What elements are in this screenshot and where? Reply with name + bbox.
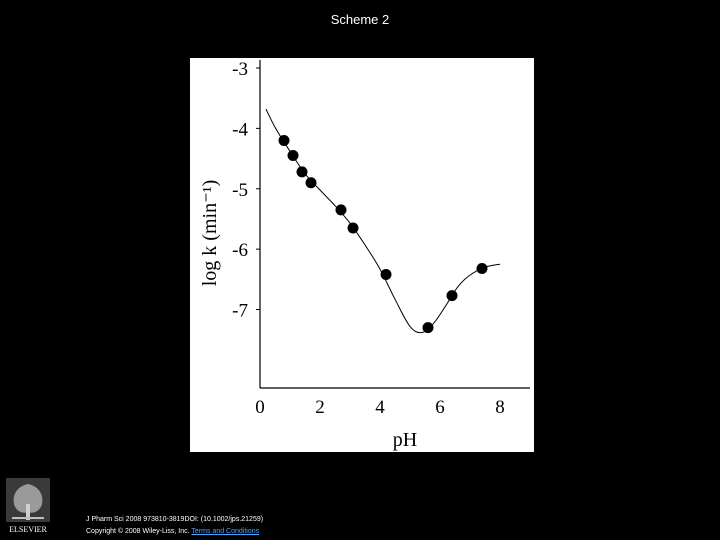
x-axis-label: pH [393, 429, 417, 451]
chart-axes [259, 60, 530, 389]
data-point [305, 177, 317, 189]
copyright-line: Copyright © 2008 Wiley-Liss, Inc. Terms … [86, 526, 263, 538]
citation-line: J Pharm Sci 2008 973810-3819DOI: (10.100… [86, 516, 264, 523]
y-tick-label: -5 [232, 180, 248, 201]
data-point [296, 166, 308, 178]
data-point [446, 290, 458, 302]
x-tick-labels: 0 2 4 6 8 [255, 397, 505, 418]
elsevier-logo-icon: ELSEVIER [6, 478, 50, 534]
x-tick-label: 8 [495, 397, 505, 418]
data-point [278, 134, 290, 146]
svg-text:ELSEVIER: ELSEVIER [9, 525, 47, 534]
chart-panel: -3 -4 -5 -6 -7 0 2 4 6 8 log k (min⁻¹) pH [190, 58, 534, 452]
data-point [422, 322, 434, 334]
terms-link[interactable]: Terms and Conditions [191, 528, 260, 535]
ph-rate-profile-chart: -3 -4 -5 -6 -7 0 2 4 6 8 log k (min⁻¹) pH [199, 59, 530, 451]
x-tick-label: 6 [435, 397, 445, 418]
y-tick-label: -3 [232, 59, 248, 80]
y-tick-label: -4 [232, 119, 248, 140]
data-points [278, 134, 488, 334]
copyright-text: Copyright © 2008 Wiley-Liss, Inc. [86, 528, 190, 535]
x-tick-label: 4 [375, 397, 385, 418]
y-tick-label: -7 [232, 301, 248, 322]
data-point [380, 268, 392, 280]
y-tick-labels: -3 -4 -5 -6 -7 [232, 59, 260, 322]
x-tick-label: 2 [315, 397, 325, 418]
x-tick-label: 0 [255, 397, 265, 418]
data-point [335, 204, 347, 216]
data-point [287, 150, 299, 162]
fit-curve [265, 108, 501, 334]
y-axis-label: log k (min⁻¹) [199, 180, 221, 287]
slide-title: Scheme 2 [330, 12, 390, 27]
data-point [347, 222, 359, 234]
y-tick-label: -6 [232, 240, 248, 261]
citation-block: J Pharm Sci 2008 973810-3819DOI: (10.100… [86, 514, 263, 538]
data-point [476, 262, 488, 274]
